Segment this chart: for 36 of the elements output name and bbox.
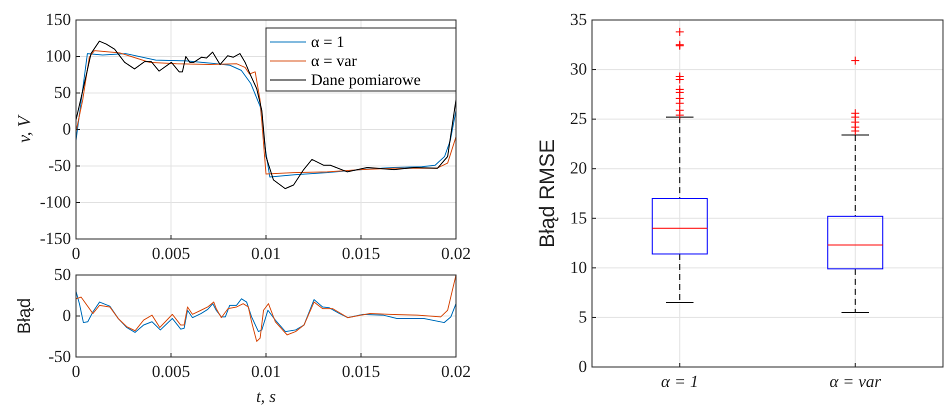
- y-tick-label: 50: [54, 83, 71, 102]
- y-tick-label: 0: [62, 120, 71, 138]
- x-tick-label: α = var: [829, 372, 882, 391]
- legend-label: α = var: [311, 53, 358, 70]
- y-tick-label: -50: [48, 156, 71, 175]
- x-tick-label: 0.005: [152, 244, 190, 263]
- y-tick-label: -150: [40, 229, 71, 248]
- y-tick-label: 5: [578, 307, 587, 326]
- x-tick-label: 0.01: [251, 244, 281, 263]
- legend-label: α = 1: [311, 34, 344, 51]
- line-series: [76, 290, 456, 333]
- y-tick-label: -100: [40, 192, 71, 212]
- y-tick-label: 30: [570, 60, 587, 79]
- y-axis-title: Błąd: [14, 298, 34, 334]
- y-tick-label: -50: [48, 347, 71, 366]
- y-tick-label: 50: [54, 265, 71, 284]
- x-axis-title: t, s: [256, 387, 276, 406]
- x-tick-label: 0.02: [441, 362, 471, 381]
- y-tick-label: 35: [570, 10, 587, 29]
- y-tick-label: 150: [46, 10, 71, 29]
- x-tick-label: 0.01: [251, 362, 281, 381]
- legend-label: Dane pomiarowe: [311, 72, 421, 89]
- y-tick-label: 10: [570, 258, 587, 277]
- y-axis-title: v, V: [14, 114, 34, 143]
- y-tick-label: 0: [62, 306, 71, 325]
- y-tick-label: 25: [570, 109, 587, 128]
- y-tick-label: 20: [570, 158, 587, 178]
- x-tick-label: 0.015: [342, 244, 380, 263]
- line-series: [76, 275, 456, 342]
- y-tick-label: 100: [46, 46, 71, 66]
- y-axis-title: Błąd RMSE: [536, 139, 559, 248]
- x-tick-label: 0.02: [441, 244, 471, 263]
- y-tick-label: 15: [570, 208, 587, 228]
- x-tick-label: 0.005: [152, 362, 190, 381]
- x-tick-label: α = 1: [661, 372, 698, 391]
- x-tick-label: 0.015: [342, 362, 380, 381]
